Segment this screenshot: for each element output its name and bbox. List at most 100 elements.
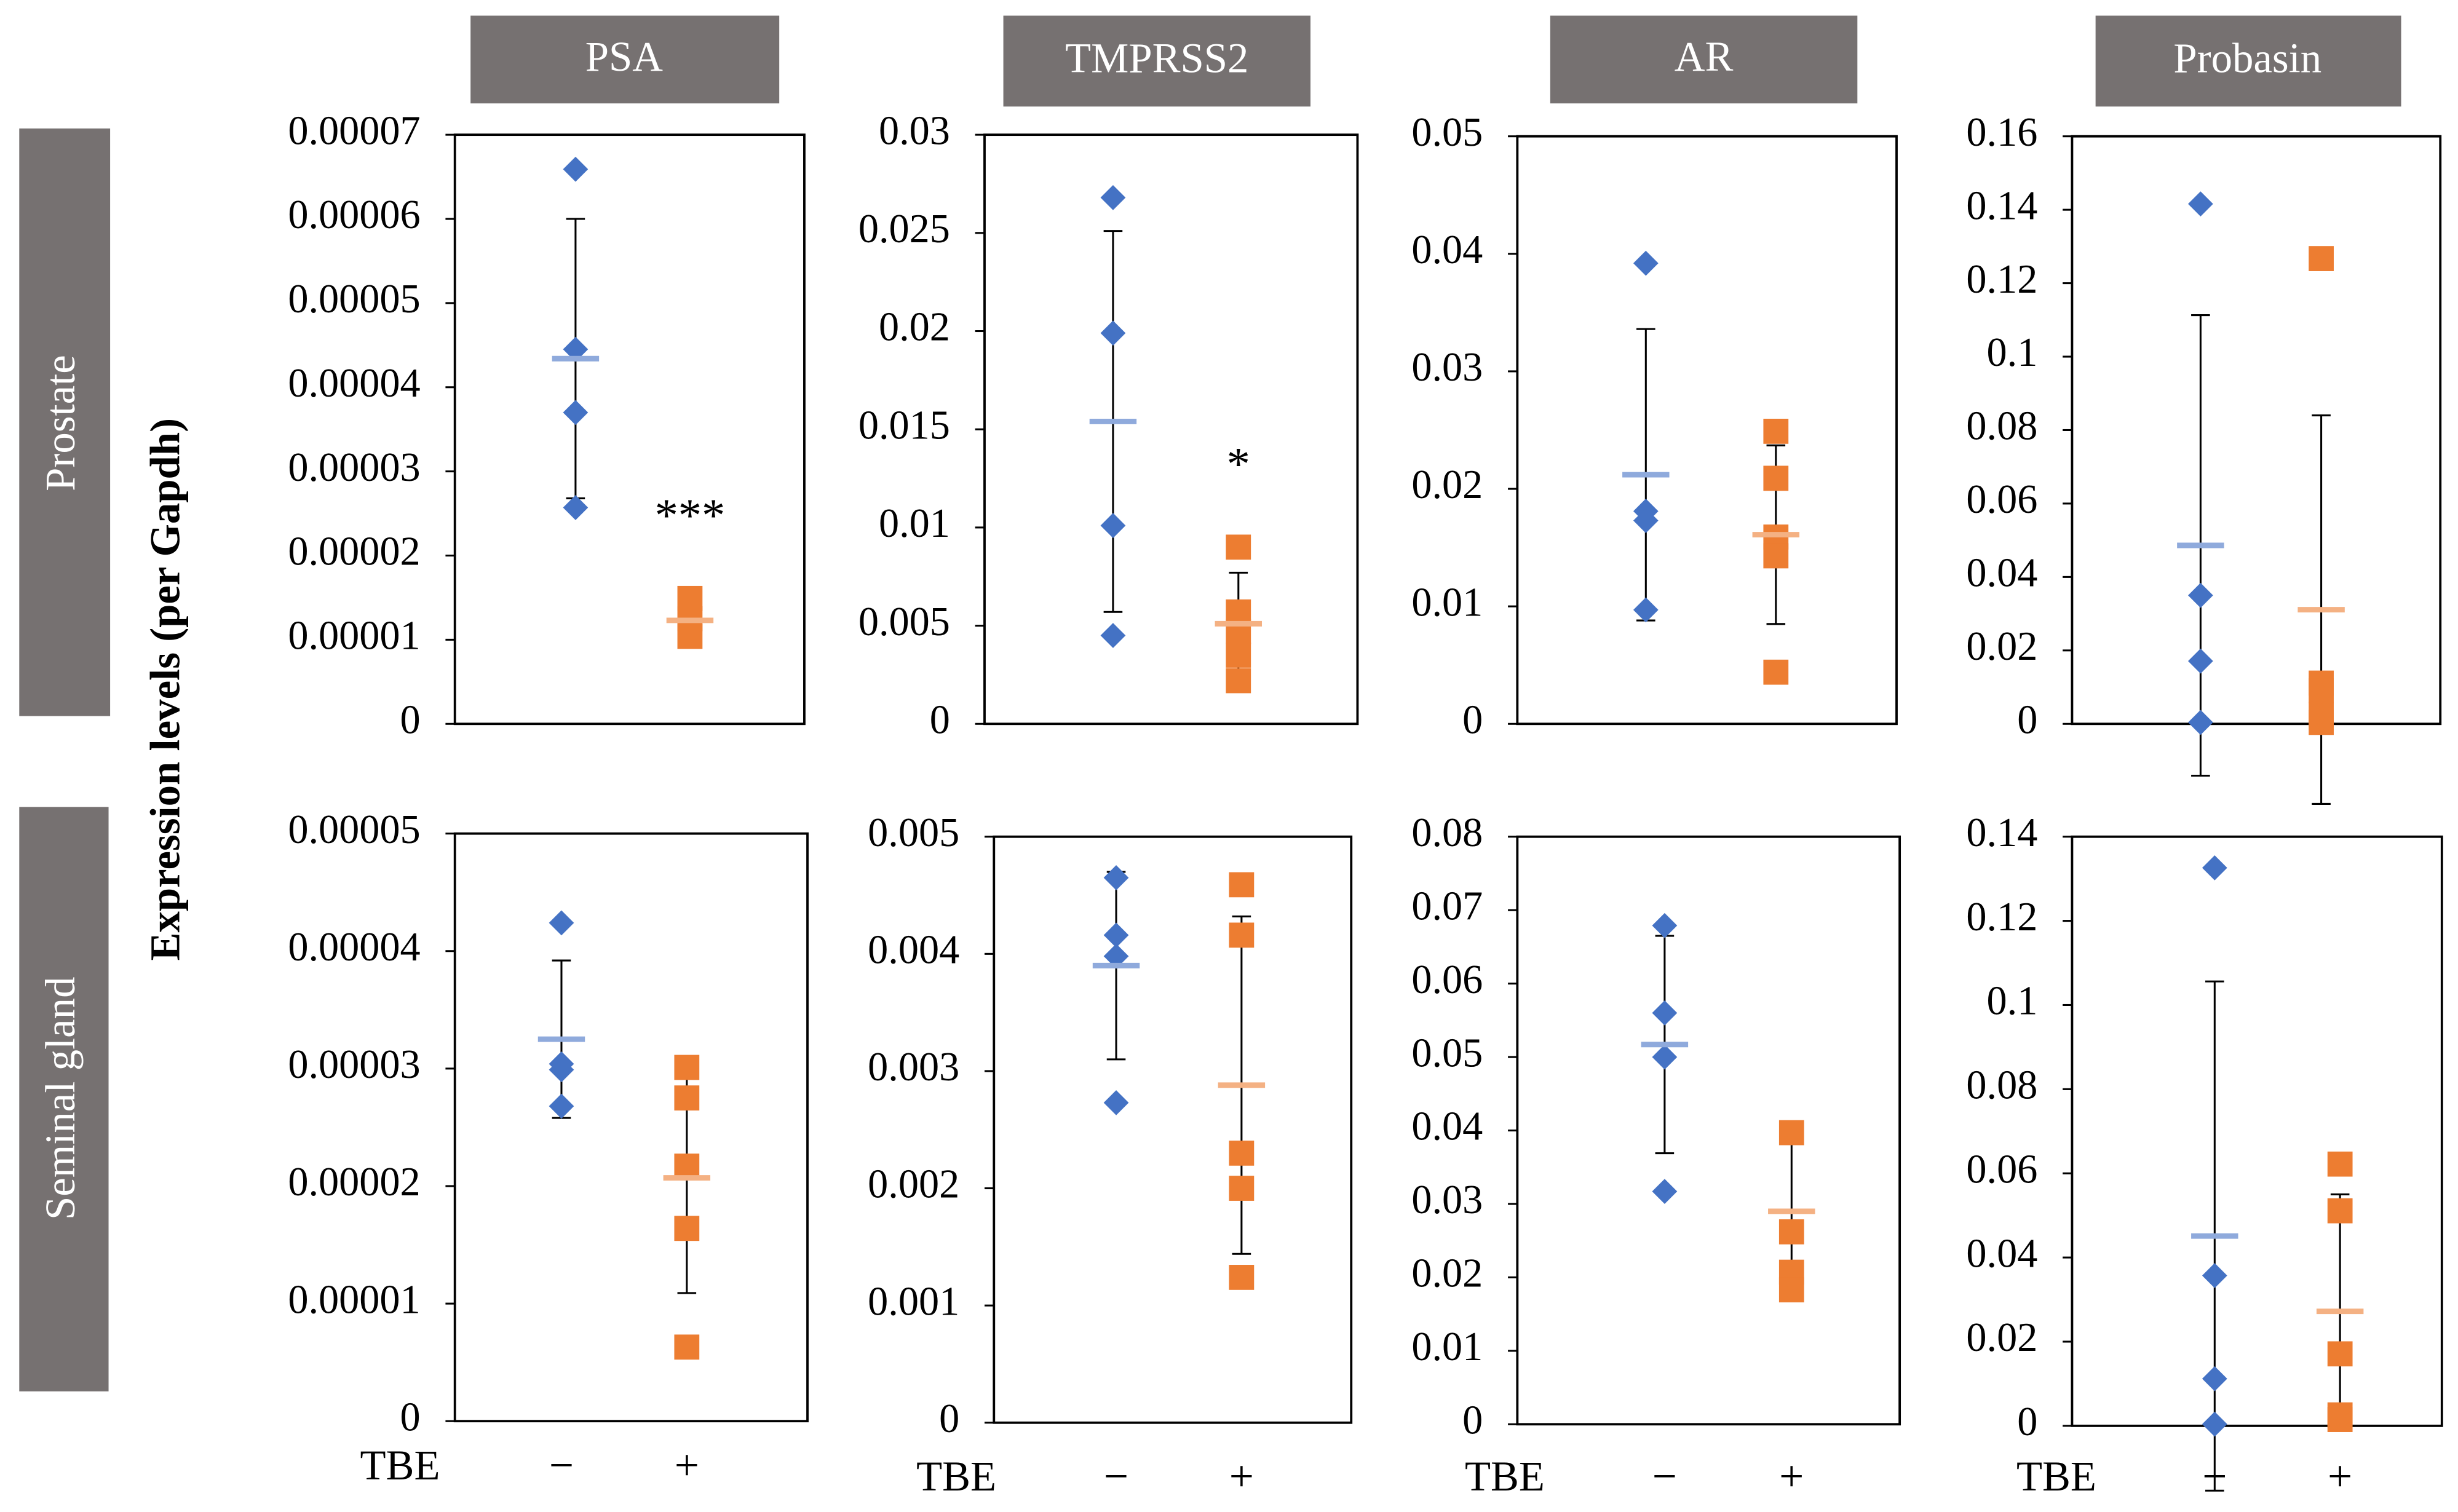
row-box <box>19 128 111 716</box>
y-tick-label: 0.00001 <box>288 614 420 659</box>
y-tick-label: 0.05 <box>1411 110 1483 155</box>
x-tick-label: − <box>1104 1452 1128 1500</box>
data-point <box>1778 1277 1804 1303</box>
row-box <box>19 807 109 1391</box>
data-point <box>1103 865 1129 890</box>
data-point <box>1652 912 1678 938</box>
y-tick-label: 0.08 <box>1966 1063 2037 1108</box>
y-tick-label: 0 <box>930 697 950 742</box>
y-tick-label: 0.05 <box>1411 1031 1483 1075</box>
data-point <box>2202 1411 2227 1437</box>
y-tick-label: 0 <box>400 697 421 742</box>
y-tick-label: 0.02 <box>1411 462 1483 507</box>
data-point <box>2202 855 2227 881</box>
row-label: Seminal gland <box>37 977 84 1221</box>
data-point <box>563 400 589 425</box>
y-tick-label: 0.04 <box>1411 228 1483 272</box>
data-point <box>563 156 589 182</box>
data-point <box>1763 543 1789 569</box>
data-point <box>2187 710 2213 735</box>
data-point <box>1100 320 1126 346</box>
data-point <box>674 1216 700 1241</box>
data-point <box>1778 1219 1804 1245</box>
y-tick-label: 0 <box>2017 697 2037 742</box>
data-point <box>2187 191 2213 216</box>
y-tick-label: 0.01 <box>1411 1324 1483 1369</box>
y-tick-label: 0.01 <box>1411 580 1483 625</box>
x-axis-label: TBE <box>916 1453 996 1500</box>
y-tick-label: 0.08 <box>1966 404 2037 449</box>
y-tick-label: 0.003 <box>868 1045 959 1090</box>
data-point <box>1633 597 1659 623</box>
data-point <box>1100 513 1126 539</box>
data-point <box>1229 1176 1255 1201</box>
x-tick-label: + <box>675 1441 699 1490</box>
column-title: PSA <box>585 33 664 80</box>
x-axis-label: TBE <box>1465 1453 1545 1500</box>
y-tick-label: 0.00002 <box>288 1160 420 1205</box>
y-tick-label: 0.00004 <box>288 361 420 406</box>
data-point <box>1229 1265 1255 1290</box>
y-tick-label: 0.00002 <box>288 529 420 574</box>
data-point <box>1763 465 1789 491</box>
y-tick-label: 0.16 <box>1966 110 2037 155</box>
data-point <box>2187 582 2213 608</box>
x-tick-label: + <box>2328 1452 2352 1500</box>
data-point <box>549 1057 574 1083</box>
annotation: *** <box>655 489 726 541</box>
y-tick-label: 0.005 <box>868 810 959 855</box>
y-tick-label: 0 <box>1462 697 1483 742</box>
column-title: AR <box>1675 33 1734 80</box>
row-label: Prostate <box>37 355 84 491</box>
y-tick-label: 0.04 <box>1966 551 2037 596</box>
data-point <box>2327 1151 2353 1177</box>
data-point <box>549 1093 574 1119</box>
data-point <box>563 495 589 520</box>
x-axis-label: TBE <box>2016 1453 2096 1500</box>
y-tick-label: 0.02 <box>1966 1315 2037 1360</box>
header-box <box>1550 15 1858 104</box>
plot-frame <box>453 133 806 726</box>
data-point <box>2187 648 2213 674</box>
data-point <box>2327 1198 2353 1224</box>
data-point <box>563 336 589 362</box>
plot-frame <box>983 133 1359 726</box>
header-box <box>1003 15 1311 107</box>
data-point <box>1763 659 1789 685</box>
data-point <box>2327 1407 2353 1432</box>
y-tick-label: 0 <box>2017 1399 2037 1444</box>
y-tick-label: 0.002 <box>868 1162 959 1207</box>
y-tick-label: 0.02 <box>879 305 950 350</box>
plot-frame <box>2071 135 2442 726</box>
y-tick-label: 0.03 <box>1411 345 1483 390</box>
x-axis-label: TBE <box>360 1442 440 1489</box>
plot-frame <box>1516 835 1901 1426</box>
y-tick-label: 0.03 <box>879 108 950 153</box>
y-tick-label: 0.12 <box>1966 257 2037 302</box>
y-tick-label: 0 <box>400 1395 421 1439</box>
data-point <box>1652 1000 1678 1026</box>
y-tick-label: 0 <box>939 1396 959 1441</box>
data-point <box>1103 943 1129 969</box>
y-tick-label: 0.00003 <box>288 445 420 490</box>
header-box <box>2095 15 2401 107</box>
plot-frame <box>453 832 809 1423</box>
data-point <box>2202 1366 2227 1391</box>
annotation: * <box>1227 438 1250 490</box>
x-tick-label: − <box>2202 1452 2227 1500</box>
y-tick-label: 0.00005 <box>288 807 420 852</box>
y-tick-label: 0.00004 <box>288 925 420 970</box>
data-point <box>674 1085 700 1111</box>
x-tick-label: + <box>1229 1452 1254 1500</box>
y-tick-label: 0.06 <box>1966 477 2037 522</box>
y-tick-label: 0.1 <box>1987 979 2038 1024</box>
data-point <box>2327 1341 2353 1367</box>
data-point <box>1100 184 1126 210</box>
x-tick-label: + <box>1779 1452 1804 1500</box>
data-point <box>674 1334 700 1360</box>
y-tick-label: 0.06 <box>1966 1147 2037 1192</box>
data-point <box>1633 250 1659 276</box>
y-tick-label: 0.14 <box>1966 183 2037 228</box>
y-tick-label: 0.07 <box>1411 884 1483 928</box>
